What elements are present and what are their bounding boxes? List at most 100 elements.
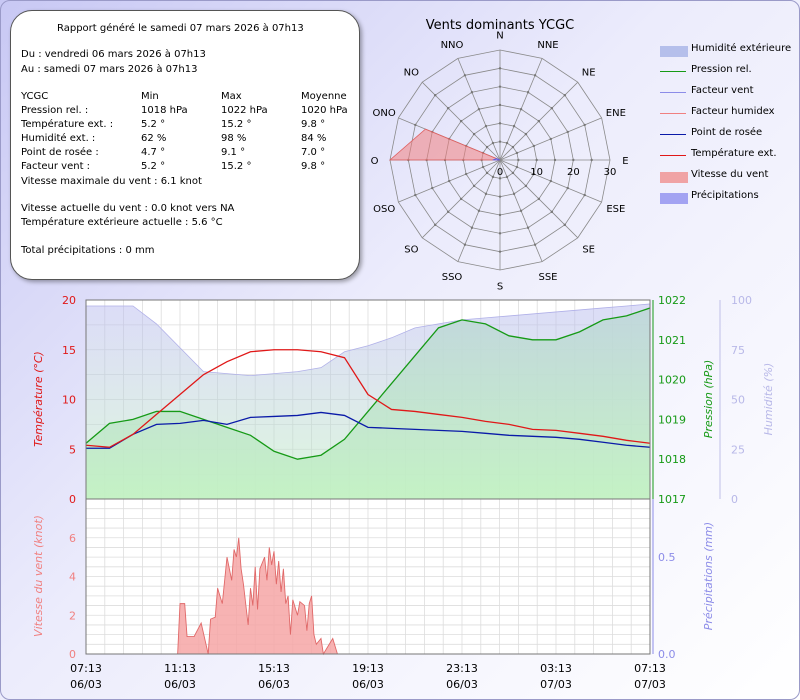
radar-tick-dot xyxy=(472,132,476,136)
radar-tick-dot xyxy=(446,210,450,214)
current-wind-text: Vitesse actuelle du vent : 0.0 knot vers… xyxy=(21,203,235,214)
y-right-humidity-tick-label: 0 xyxy=(731,493,738,506)
y-right-pressure-tick-label: 1020 xyxy=(658,374,686,387)
radar-tick-dot xyxy=(447,179,451,183)
x-tick-time-label: 11:13 xyxy=(164,662,196,675)
radar-tick-dot xyxy=(459,197,463,201)
max-wind-text: Vitesse maximale du vent : 6.1 knot xyxy=(21,176,202,187)
y-left-tick-label: 4 xyxy=(69,571,76,584)
wind-rose-chart: Vents dominants YCGCNNNENEENEEESESESSESS… xyxy=(371,18,629,292)
humidity-area xyxy=(85,303,651,500)
x-tick-date-label: 06/03 xyxy=(446,678,478,691)
radar-tick-dot xyxy=(566,130,569,134)
y-right-humidity-tick-label: 25 xyxy=(731,443,745,456)
radar-direction-label: O xyxy=(371,156,379,167)
radar-tick-dot xyxy=(553,158,557,162)
y-left-tick-label: 5 xyxy=(69,443,76,456)
radar-tick-dot xyxy=(484,124,488,128)
radar-direction-label: OSO xyxy=(373,204,395,215)
radar-tick-dot xyxy=(491,141,495,145)
radar-tick-dot xyxy=(583,193,586,197)
stats-min: 1018 hPa xyxy=(141,105,188,116)
stats-min: 62 % xyxy=(141,133,167,144)
stats-label: Température ext. : xyxy=(21,119,114,130)
radar-tick-dot xyxy=(519,107,523,111)
radar-tick-dot xyxy=(446,106,450,110)
radar-tick-dot xyxy=(498,177,502,180)
radar-tick-dot xyxy=(563,93,567,97)
radar-tick-dot xyxy=(505,141,509,145)
radar-tick-dot xyxy=(481,165,485,169)
stats-mean: 84 % xyxy=(301,133,327,144)
x-tick-time-label: 19:13 xyxy=(352,662,384,675)
y-right-pressure-tick-label: 1017 xyxy=(658,493,686,506)
legend-label: Pression rel. xyxy=(691,64,752,75)
report-to: Au : samedi 07 mars 2026 à 07h13 xyxy=(21,64,198,75)
x-tick-date-label: 07/03 xyxy=(540,678,572,691)
radar-tick-dot xyxy=(524,184,528,188)
radar-tick-dot xyxy=(590,158,593,162)
radar-direction-label: SO xyxy=(404,245,418,256)
y-right-pressure-tick-label: 1022 xyxy=(658,294,686,307)
radar-tick-dot xyxy=(498,213,502,217)
y-left-tick-label: 10 xyxy=(62,394,76,407)
radar-direction-label: E xyxy=(622,156,628,167)
radar-tick-dot xyxy=(550,106,554,110)
radar-tick-dot xyxy=(414,193,417,197)
radar-tick-dot xyxy=(470,226,474,229)
radar-tick-dot xyxy=(524,132,528,136)
radar-tick-dot xyxy=(532,144,536,148)
stats-mean: 1020 hPa xyxy=(301,105,348,116)
stats-mean: 7.0 ° xyxy=(301,147,326,158)
legend-swatch xyxy=(660,155,686,156)
x-tick-time-label: 07:13 xyxy=(634,662,666,675)
radar-tick-dot xyxy=(549,137,553,141)
radar-tick-dot xyxy=(511,145,515,149)
stats-header-station: YCGC xyxy=(21,91,49,102)
radar-tick-dot xyxy=(512,192,516,196)
radar-tick-dot xyxy=(533,74,537,77)
radar-radial-tick-label: 20 xyxy=(567,167,580,178)
y-right-pressure-tick-label: 1021 xyxy=(658,334,686,347)
radar-tick-dot xyxy=(566,186,569,190)
radar-tick-dot xyxy=(537,119,541,123)
radar-tick-dot xyxy=(550,210,554,214)
temperature-line xyxy=(85,349,651,448)
y-left-axis-title: Température (°C) xyxy=(32,351,45,447)
radar-tick-dot xyxy=(433,223,437,227)
radar-tick-dot xyxy=(498,250,502,253)
radar-tick-dot xyxy=(472,184,476,188)
y-right-pressure-axis-title: Pression (hPa) xyxy=(702,360,715,439)
y-right-precip-axis-title: Précipitations (mm) xyxy=(702,522,715,630)
stats-max: 15.2 ° xyxy=(221,161,252,172)
plot-border xyxy=(85,498,651,655)
legend-label: Humidité extérieure xyxy=(691,43,792,54)
x-tick-date-label: 06/03 xyxy=(352,678,384,691)
legend-label: Température ext. xyxy=(691,148,777,159)
y-left-tick-label: 2 xyxy=(69,609,76,622)
radar-tick-dot xyxy=(463,74,467,77)
current-temp-text: Température extérieure actuelle : 5.6 °C xyxy=(21,217,223,228)
radar-direction-label: NNE xyxy=(537,40,558,51)
stats-label: Humidité ext. : xyxy=(21,133,96,144)
radar-tick-dot xyxy=(498,140,502,143)
legend-swatch xyxy=(660,193,688,204)
radar-direction-label: N xyxy=(496,31,503,42)
legend-label: Facteur vent xyxy=(691,85,754,96)
y-right-humidity-axis-title: Humidité (%) xyxy=(762,363,775,436)
stats-header-min: Min xyxy=(141,91,159,102)
radar-tick-dot xyxy=(498,232,502,235)
radar-tick-dot xyxy=(505,175,509,179)
radar-tick-dot xyxy=(491,175,495,179)
radar-direction-label: SSO xyxy=(442,272,463,283)
radar-tick-dot xyxy=(572,158,575,162)
y-left-axis-title: Vitesse du vent (knot) xyxy=(32,515,45,637)
radar-direction-label: ESE xyxy=(606,204,625,215)
x-tick-time-label: 07:13 xyxy=(70,662,102,675)
dew-point-line xyxy=(86,411,651,449)
legend-swatch xyxy=(660,113,686,114)
radar-tick-dot xyxy=(484,192,488,196)
radar-tick-dot xyxy=(563,223,567,227)
radar-tick-dot xyxy=(477,107,481,111)
radar-radial-tick-label: 0 xyxy=(497,167,503,178)
